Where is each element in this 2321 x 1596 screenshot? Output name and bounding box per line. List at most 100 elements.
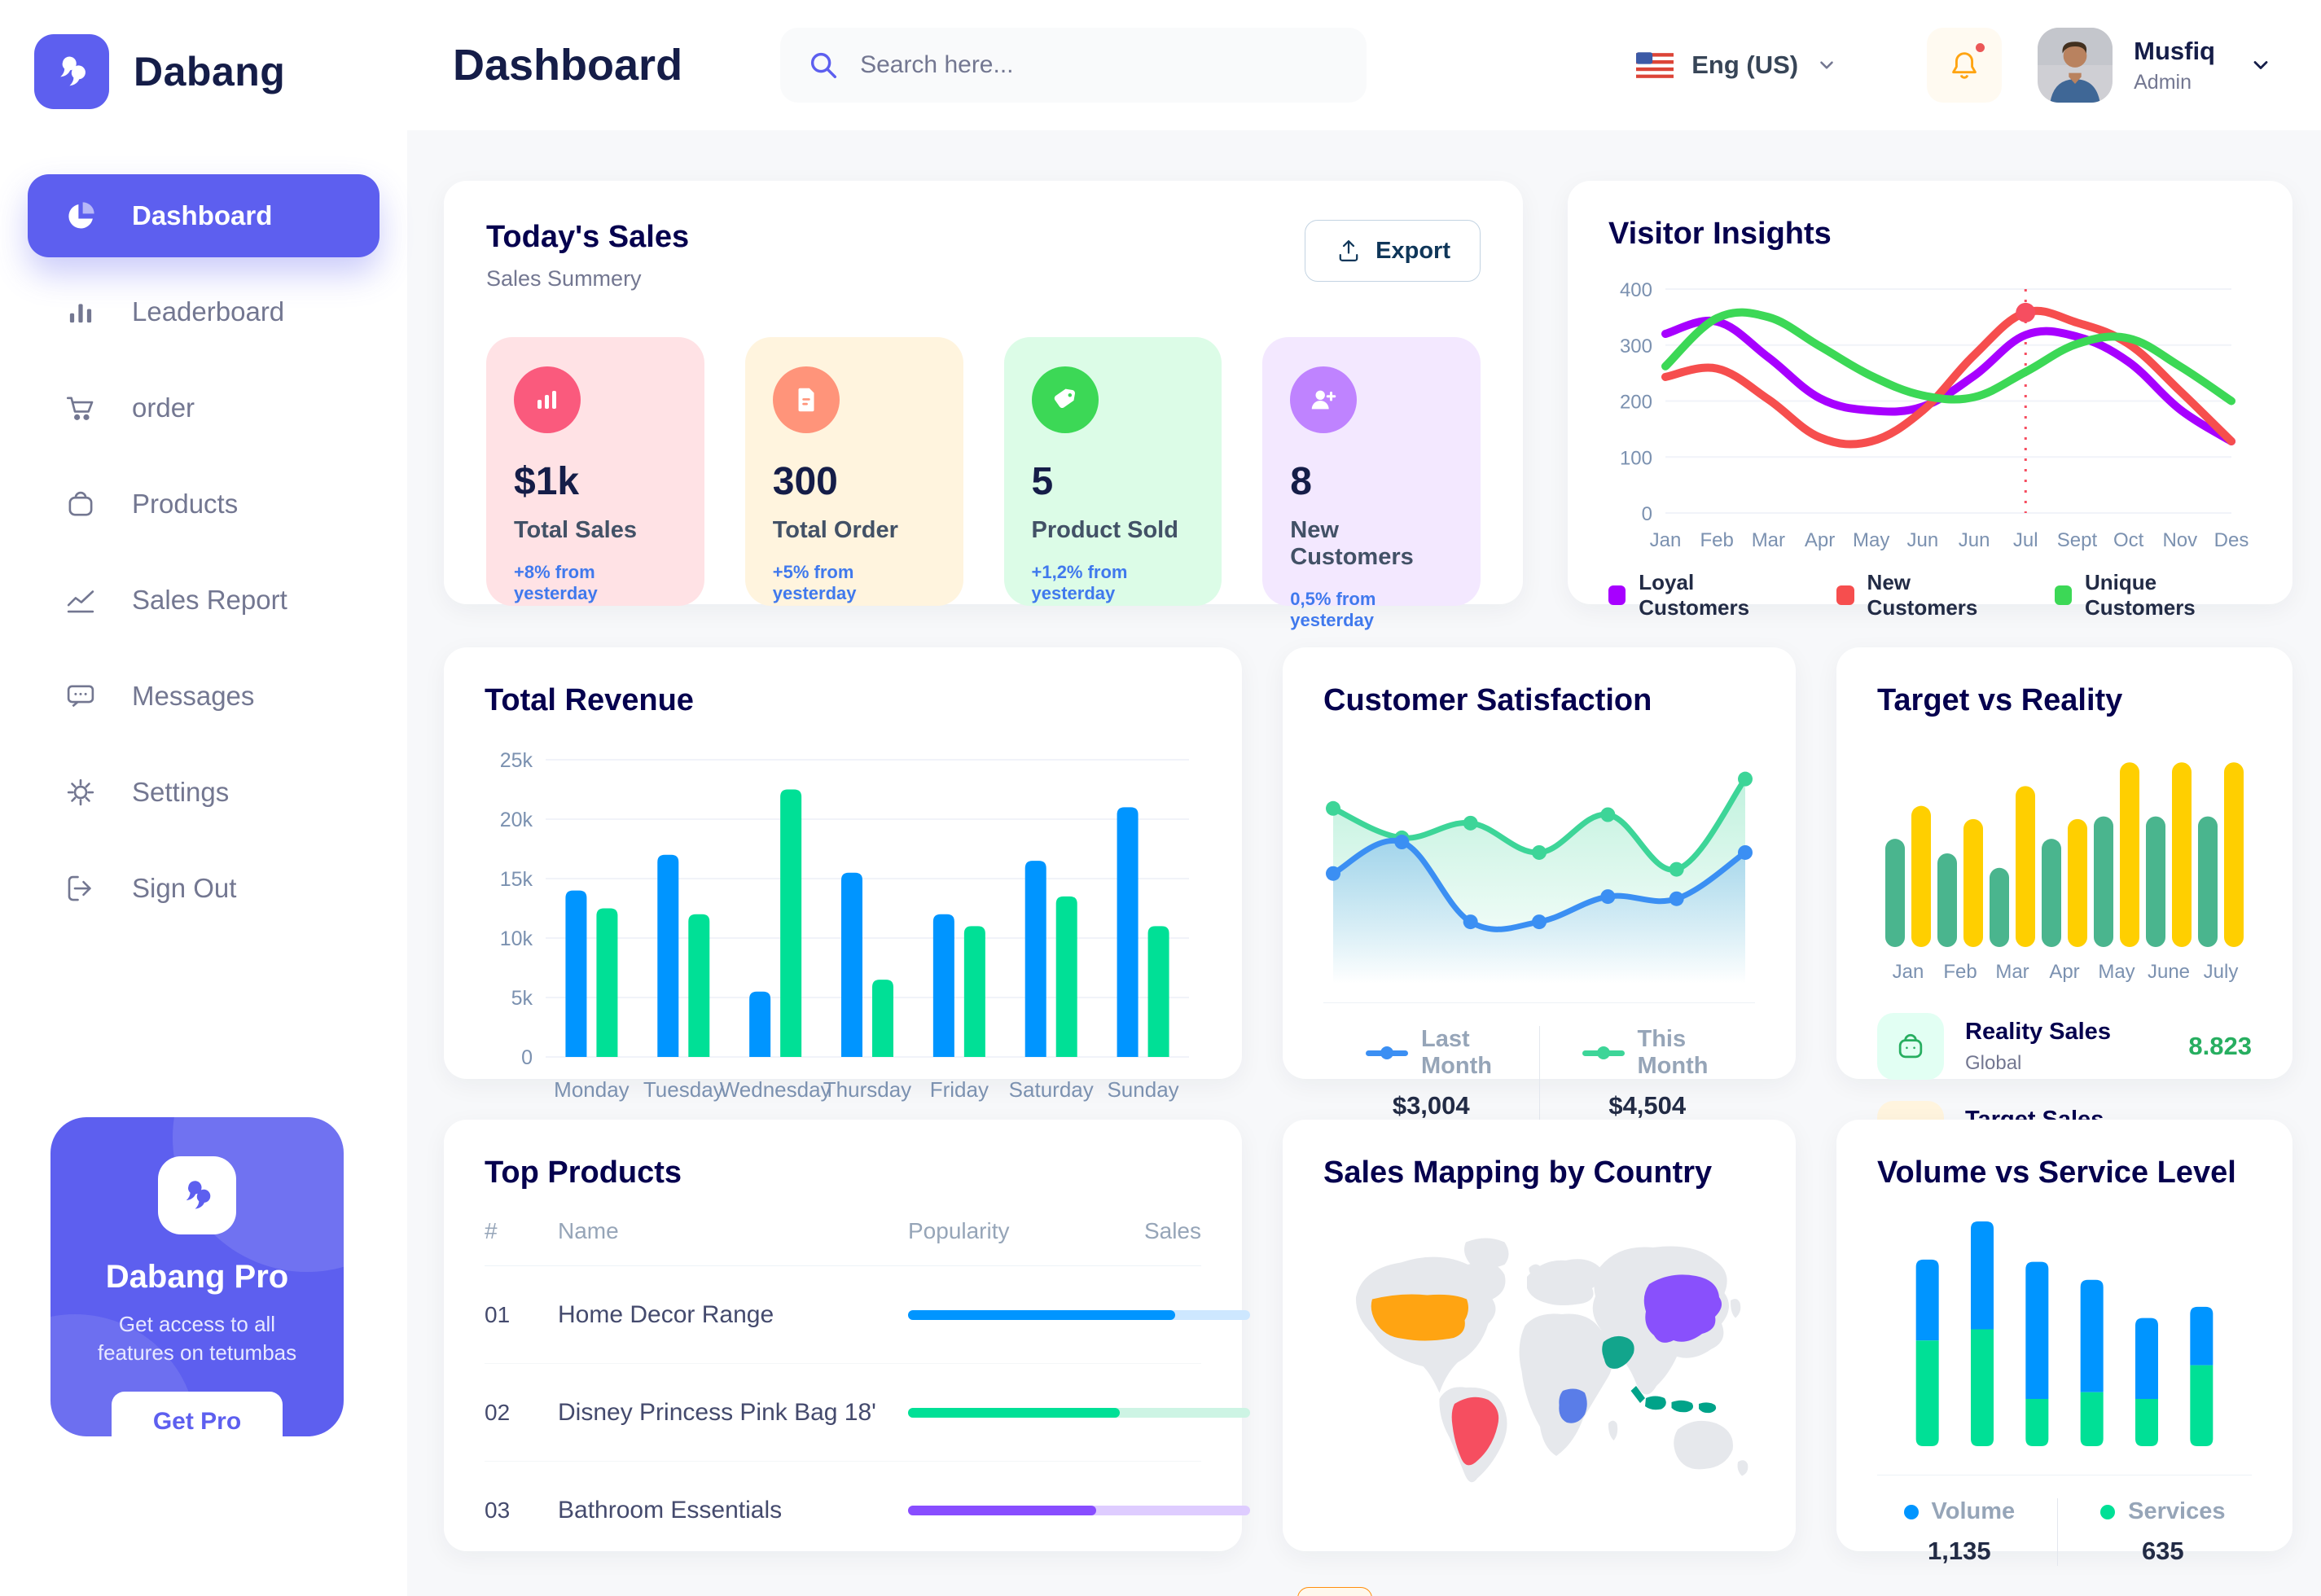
svg-text:Wednesday: Wednesday (720, 1077, 831, 1102)
language-selector[interactable]: Eng (US) (1636, 50, 1837, 80)
search-icon (806, 48, 840, 82)
table-row: 03 Bathroom Essentials 18% (485, 1462, 1372, 1559)
sidebar-item-sign-out[interactable]: Sign Out (28, 847, 380, 930)
svg-text:Feb: Feb (1700, 529, 1734, 551)
svg-text:Feb: Feb (1943, 961, 1977, 983)
svg-text:Thursday: Thursday (823, 1077, 911, 1102)
stat-user-icon (1290, 366, 1358, 433)
user-profile[interactable]: Musfiq Admin (2038, 28, 2272, 103)
sidebar-item-sales-report[interactable]: Sales Report (28, 559, 380, 642)
svg-text:Apr: Apr (1805, 529, 1835, 551)
stat-file-icon (772, 366, 840, 433)
volume-service-chart (1877, 1212, 2252, 1460)
sidebar-item-label: Settings (132, 777, 230, 807)
bars-icon (64, 295, 98, 329)
brand-name: Dabang (134, 49, 286, 94)
top-products-title: Top Products (485, 1155, 682, 1190)
legend-item: Unique Customers (2054, 570, 2252, 620)
target-vs-reality-card: Target vs Reality Jan Feb Mar Apr May June Jul… (1836, 647, 2292, 1168)
export-label: Export (1375, 237, 1450, 264)
volume-service-card: Volume vs Service Level Volume 1,135 Ser… (1836, 1120, 2292, 1566)
sidebar-nav: Dashboard Leaderboard order Products Sal… (0, 174, 407, 930)
svg-text:Jun: Jun (1959, 529, 1990, 551)
svg-text:Mar: Mar (1995, 961, 2029, 983)
stat-value: $1k (514, 460, 580, 503)
legend-item-services: Services 635 (2057, 1498, 2267, 1566)
volume-service-title: Volume vs Service Level (1877, 1155, 2236, 1190)
sidebar-item-settings[interactable]: Settings (28, 751, 380, 834)
product-name: Home Decor Range (558, 1300, 774, 1328)
sidebar-item-label: Leaderboard (132, 296, 285, 327)
sidebar-item-messages[interactable]: Messages (28, 655, 380, 738)
brand-logo-row: Dabang (0, 0, 407, 109)
sidebar-item-order[interactable]: order (28, 366, 380, 449)
table-header: # Name Popularity Sales (485, 1218, 1201, 1266)
svg-text:May: May (2098, 961, 2135, 983)
signout-icon (64, 871, 98, 905)
sales-badge: 25% (1297, 1587, 1372, 1596)
legend-item: Loyal Customers (1608, 570, 1791, 620)
sidebar-item-label: Dashboard (132, 200, 273, 230)
stat-card-new-customers: 8 New Customers 0,5% from yesterday (1262, 337, 1481, 630)
stat-cards: $1k Total Sales +8% from yesterday 300 T… (486, 337, 1481, 630)
trend-icon (64, 583, 98, 617)
sidebar-item-label: Products (132, 489, 239, 519)
sidebar-item-label: Sign Out (132, 873, 237, 903)
user-role: Admin (2134, 70, 2192, 94)
svg-text:Mar: Mar (1752, 529, 1785, 551)
svg-text:Monday: Monday (554, 1077, 630, 1102)
page-title: Dashboard (453, 41, 683, 90)
sidebar: Dabang Dashboard Leaderboard order Produ… (0, 0, 407, 1596)
svg-text:Des: Des (2214, 529, 2249, 551)
svg-text:400: 400 (1620, 279, 1652, 301)
visitor-insights-title: Visitor Insights (1608, 217, 1832, 251)
bag-icon (64, 487, 98, 521)
target-vs-reality-title: Target vs Reality (1877, 683, 2123, 717)
svg-text:20k: 20k (500, 809, 533, 831)
sidebar-item-dashboard[interactable]: Dashboard (28, 174, 380, 257)
sidebar-item-leaderboard[interactable]: Leaderboard (28, 270, 380, 353)
today-sales-card: Today's Sales Sales Summery Export $1k T… (444, 181, 1523, 630)
svg-text:Tuesday: Tuesday (643, 1077, 724, 1102)
bag-green-icon (1877, 1013, 1944, 1080)
customer-satisfaction-title: Customer Satisfaction (1323, 683, 1652, 717)
total-revenue-chart: 0 5k 10k 15k 20k 25k Monday Tuesday Wednesday Thu… (485, 739, 1201, 1114)
chevron-down-icon (1816, 55, 1837, 76)
stat-delta: 0,5% from yesterday (1290, 589, 1376, 630)
stat-delta: +5% from yesterday (772, 562, 857, 603)
topbar: Dashboard Eng (US) Musfiq (407, 0, 2321, 130)
pie-icon (64, 199, 98, 233)
sidebar-item-products[interactable]: Products (28, 463, 380, 546)
customer-satisfaction-card: Customer Satisfaction Last Month $3,004 … (1283, 647, 1796, 1120)
get-pro-button[interactable]: Get Pro (112, 1392, 283, 1436)
us-flag-icon (1636, 51, 1674, 79)
stat-card-total-sales: $1k Total Sales +8% from yesterday (486, 337, 704, 606)
search-input[interactable] (860, 51, 1341, 79)
stat-label: Total Sales (514, 517, 637, 543)
total-revenue-card: Total Revenue 0 5k 10k 15k 20k 25k Monday Tuesd… (444, 647, 1242, 1147)
chat-icon (64, 679, 98, 713)
volume-service-legend: Volume 1,135 Services 635 (1877, 1475, 2252, 1566)
stat-label: Product Sold (1031, 517, 1178, 543)
product-rank: 04 (485, 1595, 558, 1596)
total-revenue-title: Total Revenue (485, 683, 694, 717)
today-sales-subtitle: Sales Summery (486, 266, 642, 291)
svg-text:Jul: Jul (2013, 529, 2038, 551)
product-name: Apple Smartwatches (558, 1594, 908, 1596)
stat-label: New Customers (1290, 517, 1414, 570)
profile-chevron-icon (2249, 54, 2272, 77)
export-button[interactable]: Export (1305, 220, 1481, 282)
svg-text:Sunday: Sunday (1107, 1077, 1178, 1102)
svg-text:May: May (1853, 529, 1889, 551)
language-label: Eng (US) (1691, 50, 1799, 79)
main-content: Today's Sales Sales Summery Export $1k T… (407, 130, 2321, 1596)
svg-text:Jan: Jan (1650, 529, 1682, 551)
notification-dot (1973, 41, 1988, 55)
stat-chart-icon (514, 366, 581, 433)
legend-item-reality-sales: Reality Sales Global 8.823 (1877, 1013, 2252, 1080)
popularity-bar (908, 1505, 1250, 1515)
notifications-button[interactable] (1927, 28, 2003, 103)
svg-text:100: 100 (1620, 447, 1652, 469)
stat-delta: +1,2% from yesterday (1031, 562, 1128, 603)
